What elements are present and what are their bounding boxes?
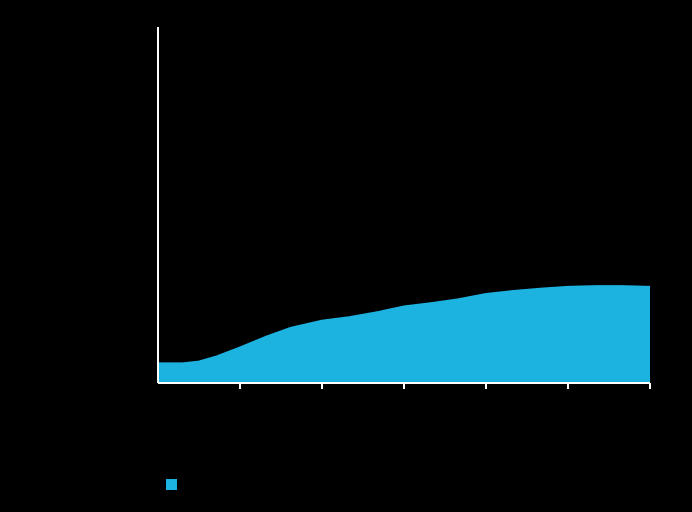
area-chart xyxy=(0,0,692,512)
legend-swatch xyxy=(166,479,177,490)
chart-svg xyxy=(0,0,692,512)
